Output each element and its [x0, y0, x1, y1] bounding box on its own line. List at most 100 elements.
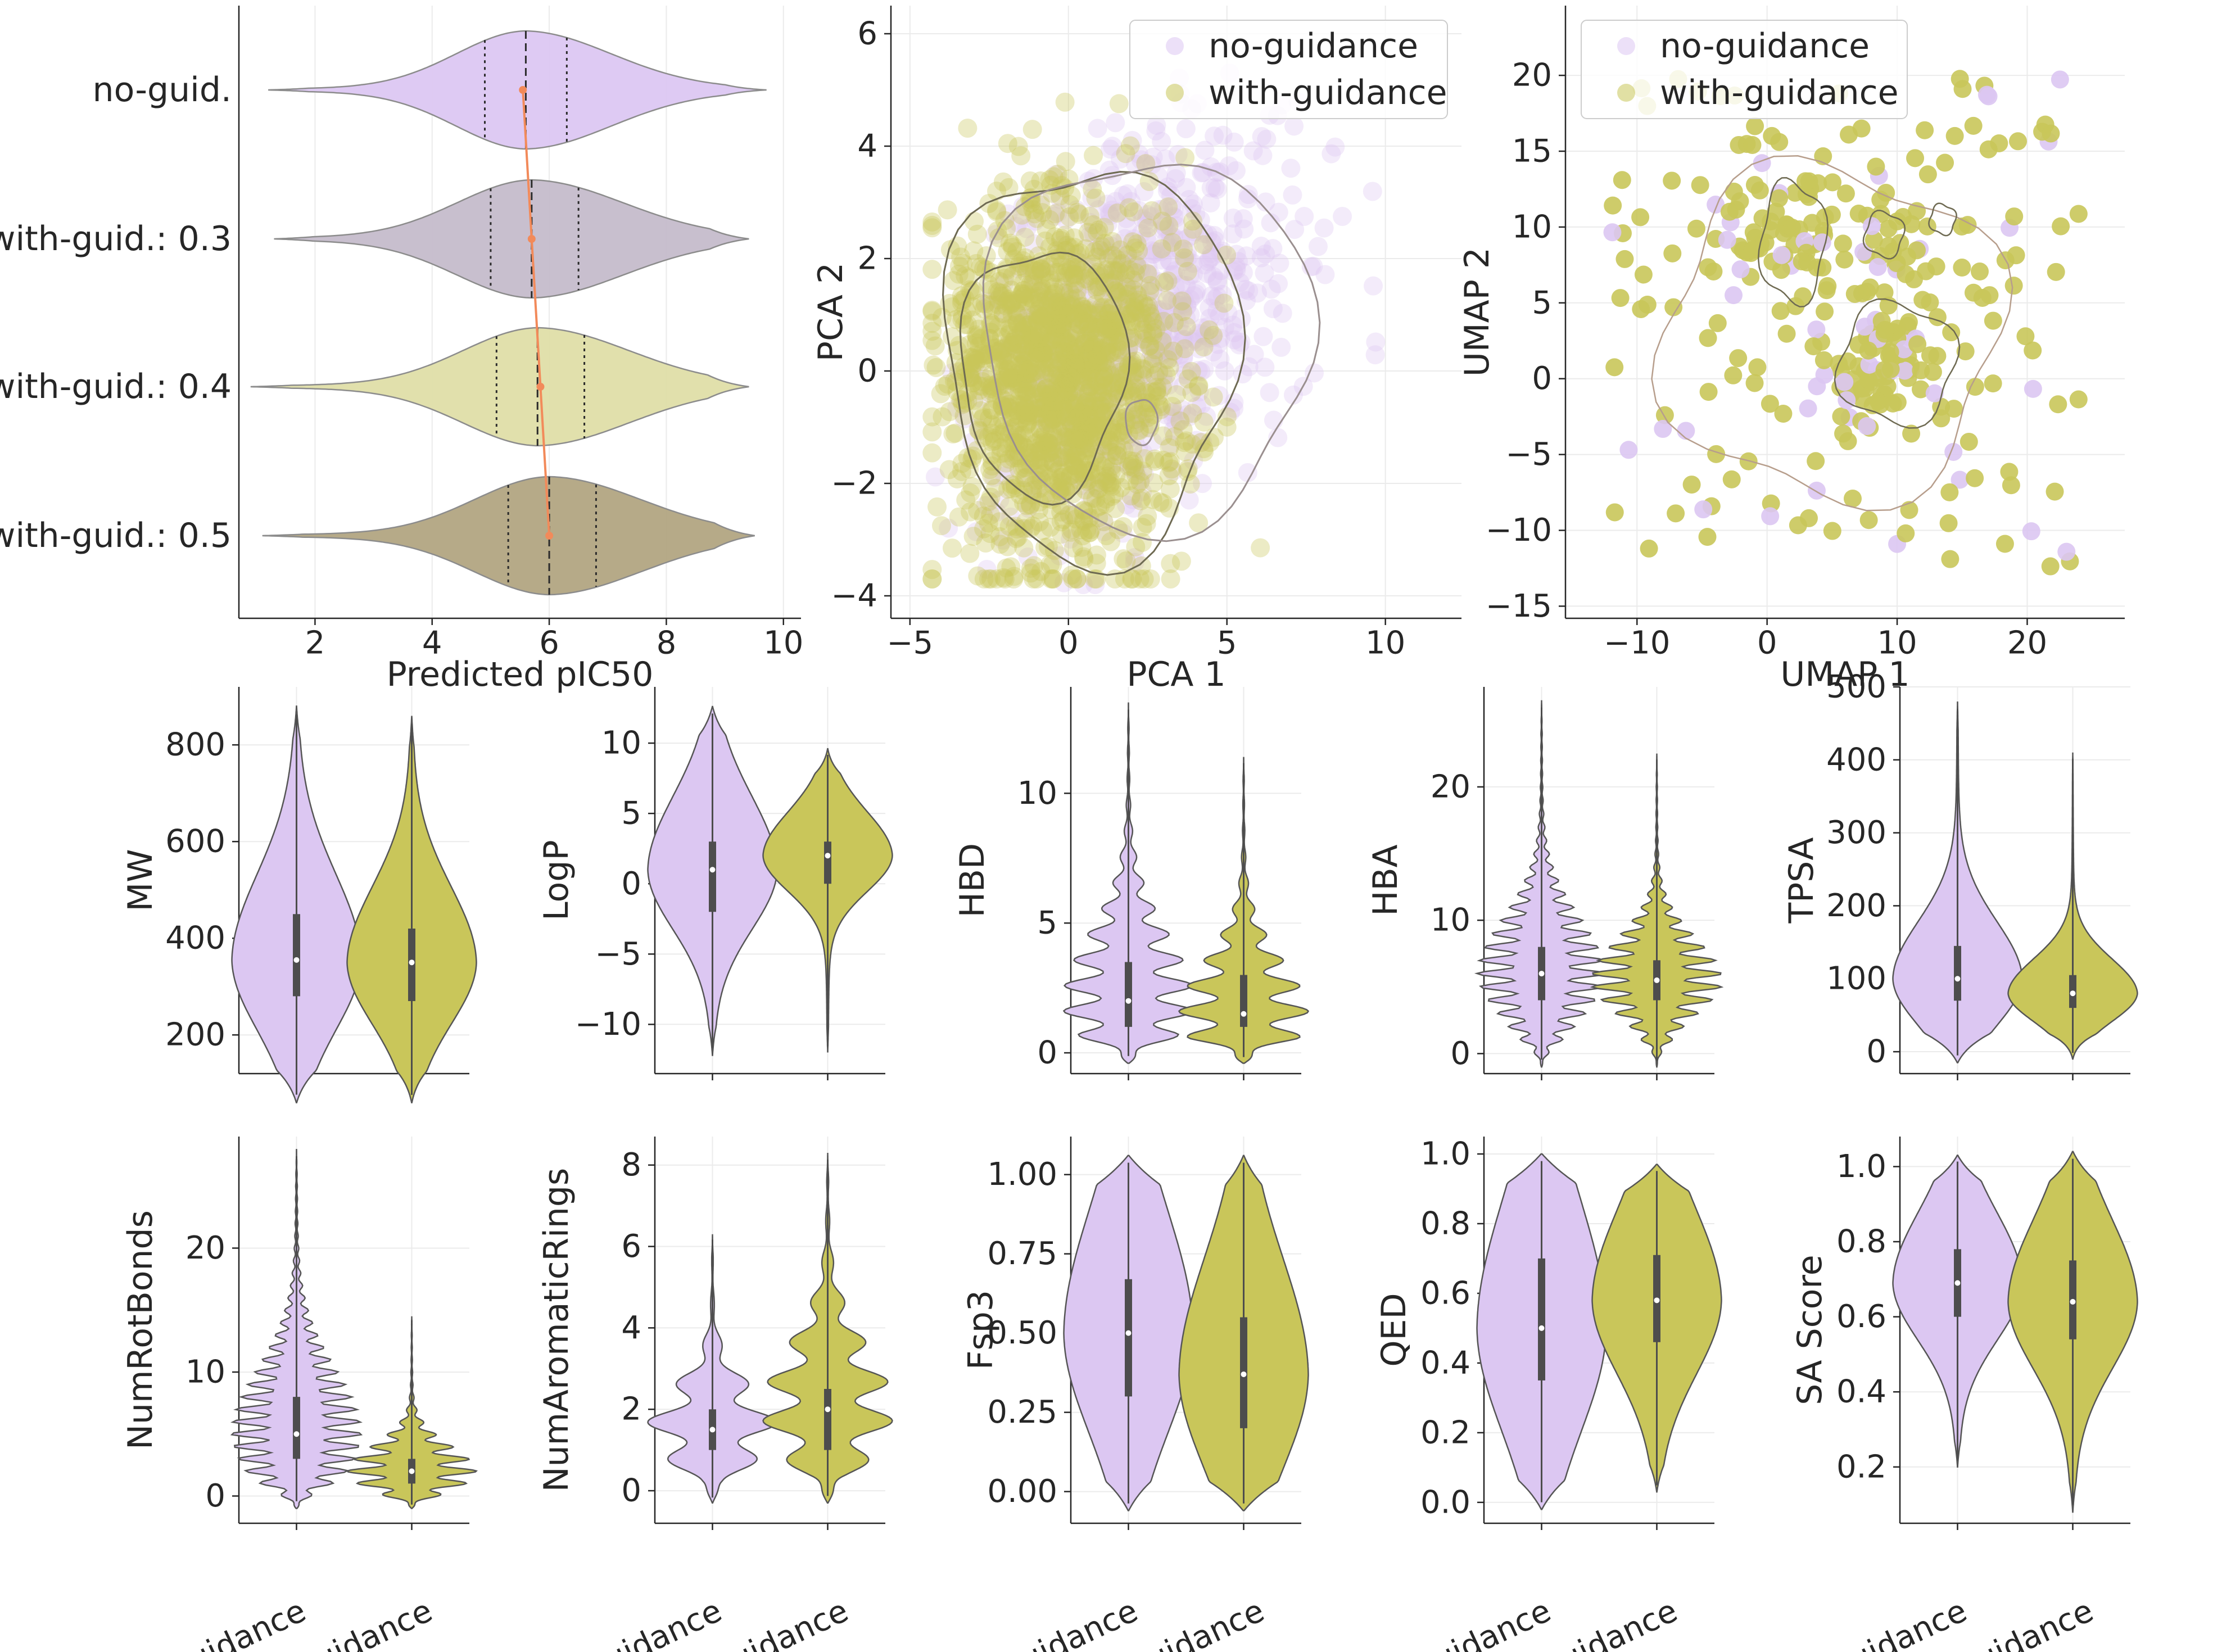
point-no-guidance — [1134, 182, 1154, 201]
point-with-guidance — [1028, 404, 1048, 424]
point-with-guidance — [1003, 237, 1022, 257]
pca-points — [922, 64, 1386, 594]
point-with-guidance — [1007, 519, 1027, 539]
point-no-guidance — [1154, 199, 1174, 219]
point-with-guidance — [1924, 363, 1942, 381]
point-no-guidance — [1192, 474, 1212, 494]
median-point — [1538, 1325, 1545, 1331]
point-with-guidance — [1015, 393, 1034, 413]
category-label: with-guid.: 0.5 — [0, 516, 232, 555]
point-no-guidance — [1129, 201, 1149, 220]
point-with-guidance — [1175, 442, 1195, 461]
point-with-guidance — [1039, 385, 1059, 405]
point-with-guidance — [967, 350, 987, 369]
point-no-guidance — [1210, 306, 1229, 326]
point-with-guidance — [1008, 289, 1028, 309]
point-no-guidance — [1127, 406, 1147, 426]
point-with-guidance — [1107, 446, 1126, 465]
point-with-guidance — [1047, 462, 1066, 482]
point-with-guidance — [1013, 273, 1033, 293]
point-no-guidance — [1273, 304, 1292, 323]
point-with-guidance — [1161, 451, 1180, 471]
point-with-guidance — [1128, 285, 1147, 305]
point-with-guidance — [927, 497, 947, 517]
point-no-guidance — [1065, 338, 1085, 358]
point-with-guidance — [922, 301, 942, 321]
y-tick-label: −5 — [595, 936, 641, 972]
point-no-guidance — [1075, 405, 1095, 424]
point-no-guidance — [1043, 312, 1063, 332]
point-with-guidance — [979, 408, 999, 428]
point-with-guidance — [1023, 335, 1043, 355]
point-no-guidance — [1016, 373, 1035, 392]
point-no-guidance — [1107, 310, 1127, 329]
point-with-guidance — [952, 293, 971, 313]
point-with-guidance — [961, 354, 980, 373]
point-no-guidance — [1264, 410, 1283, 430]
point-with-guidance — [1094, 310, 1114, 330]
violin-no-guidance — [1063, 1155, 1194, 1511]
point-no-guidance — [1154, 338, 1174, 357]
point-with-guidance — [1031, 260, 1051, 279]
point-no-guidance — [1195, 141, 1215, 160]
x-tick-label: 6 — [539, 625, 559, 662]
point-with-guidance — [1049, 421, 1069, 441]
point-with-guidance — [1093, 362, 1112, 382]
point-with-guidance — [969, 319, 988, 339]
point-with-guidance — [1105, 270, 1124, 289]
point-with-guidance — [1160, 438, 1179, 458]
legend-marker — [1166, 37, 1184, 55]
point-with-guidance — [1042, 438, 1061, 458]
point-with-guidance — [1016, 348, 1036, 368]
point-no-guidance — [1086, 300, 1106, 319]
point-no-guidance — [1088, 237, 1108, 257]
y-tick-label: 0 — [621, 866, 641, 902]
point-with-guidance — [1079, 406, 1098, 426]
point-no-guidance — [997, 378, 1016, 397]
point-with-guidance — [1138, 264, 1157, 283]
point-with-guidance — [944, 371, 964, 391]
x-tick-label: −5 — [887, 625, 934, 662]
point-with-guidance — [1107, 321, 1126, 341]
point-no-guidance — [1100, 365, 1120, 384]
median-point — [1654, 1297, 1660, 1304]
point-no-guidance — [1099, 360, 1119, 380]
point-no-guidance — [1139, 333, 1159, 352]
point-with-guidance — [1093, 377, 1113, 396]
point-with-guidance — [1013, 319, 1033, 339]
point-no-guidance — [1035, 411, 1055, 431]
point-no-guidance — [1174, 324, 1193, 344]
point-with-guidance — [924, 355, 943, 375]
point-with-guidance — [1013, 345, 1033, 365]
point-with-guidance — [998, 242, 1017, 261]
point-with-guidance — [1145, 451, 1165, 471]
point-with-guidance — [1032, 398, 1052, 418]
point-no-guidance — [1076, 257, 1096, 277]
point-with-guidance — [1017, 372, 1037, 392]
point-with-guidance — [1101, 334, 1121, 354]
point-no-guidance — [1020, 372, 1039, 392]
point-with-guidance — [965, 211, 984, 231]
point-no-guidance — [1037, 398, 1056, 418]
point-with-guidance — [1076, 357, 1096, 377]
point-with-guidance — [1161, 569, 1180, 589]
point-no-guidance — [1105, 354, 1125, 373]
legend-marker — [1617, 84, 1635, 102]
point-no-guidance — [1219, 156, 1239, 176]
point-with-guidance — [1640, 539, 1658, 558]
point-with-guidance — [1084, 397, 1104, 417]
point-no-guidance — [1151, 242, 1171, 261]
point-with-guidance — [1003, 433, 1022, 452]
point-with-guidance — [932, 307, 952, 327]
point-no-guidance — [1126, 334, 1146, 354]
point-no-guidance — [1036, 382, 1056, 401]
point-no-guidance — [1176, 178, 1196, 197]
point-no-guidance — [1285, 220, 1305, 239]
point-with-guidance — [1127, 234, 1147, 254]
point-no-guidance — [1159, 321, 1179, 341]
point-no-guidance — [1091, 241, 1111, 261]
point-with-guidance — [1014, 538, 1034, 558]
point-no-guidance — [993, 530, 1013, 550]
point-with-guidance — [1080, 462, 1100, 482]
